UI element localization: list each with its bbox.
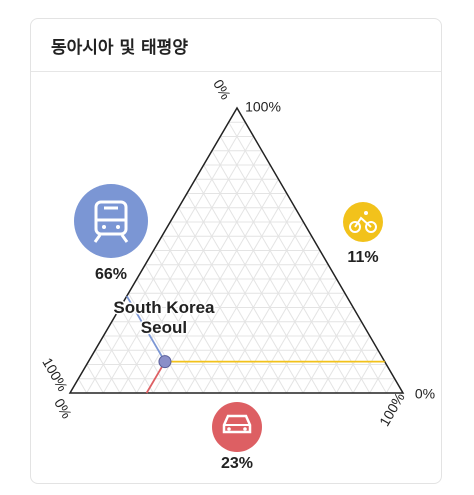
tick-label: 0% [51, 396, 75, 422]
grid-line [136, 164, 271, 394]
grid-line [111, 321, 154, 394]
grid-line [144, 264, 221, 394]
tick-label: 100% [245, 99, 281, 115]
car-icon [212, 402, 262, 452]
value-label: 11% [347, 249, 378, 266]
grid-line [203, 164, 337, 394]
grid-line [169, 193, 288, 394]
grid-line [128, 292, 187, 394]
guide-line [126, 295, 166, 363]
grid-line [194, 178, 321, 394]
grid-line [77, 378, 88, 394]
bike-icon [343, 202, 383, 242]
grid-line [94, 349, 121, 394]
grid-line [319, 321, 362, 394]
grid-line [219, 235, 313, 394]
grid-line [252, 264, 329, 394]
data-point [158, 355, 172, 369]
grid-line [161, 235, 254, 394]
tick-label: 0% [210, 77, 234, 103]
grid-line [119, 150, 263, 394]
grid-line [385, 378, 396, 394]
grid-line [186, 193, 304, 394]
grid-line [219, 136, 371, 394]
tick-label: 100% [376, 390, 408, 429]
grid-line [228, 121, 387, 394]
triangle [68, 106, 405, 394]
grid-line [211, 150, 354, 394]
grid-line [352, 349, 379, 394]
grid [77, 121, 396, 394]
tick-label: 0% [415, 386, 435, 402]
point-label: Seoul [141, 318, 187, 337]
tick-label: 100% [39, 355, 71, 394]
grid-line [286, 292, 346, 394]
card-title: 동아시아 및 태평양 [31, 19, 441, 72]
value-label: 23% [221, 455, 253, 472]
grid-line [102, 136, 255, 394]
value-label: 66% [95, 266, 127, 283]
point-label: South Korea [113, 298, 215, 317]
grid-line [152, 178, 279, 394]
grid-line [86, 121, 246, 394]
transit-icon [74, 184, 148, 258]
